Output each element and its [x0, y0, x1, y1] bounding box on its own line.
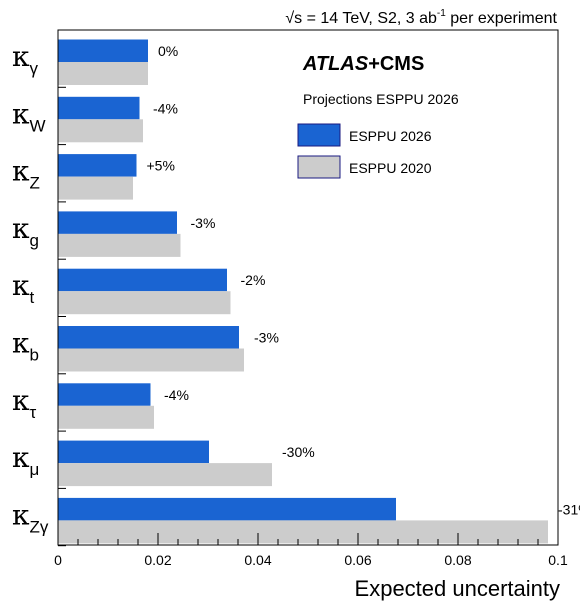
kappa-subscript: b [30, 346, 39, 365]
x-axis: 0 0.02 0.04 0.06 0.08 0.1 [54, 533, 568, 568]
kappa-symbol: κ [12, 269, 30, 302]
kappa-subscript: t [30, 288, 35, 307]
kappa-symbol: κ [12, 441, 30, 474]
bar-esppu2026 [58, 96, 140, 120]
y-tick-label: κγ [12, 40, 39, 78]
kappa-symbol: κ [12, 384, 30, 417]
bar-esppu2026 [58, 39, 148, 62]
bar-annotation: 0% [158, 43, 178, 59]
x-tick-label: 0.08 [444, 552, 471, 568]
bar-esppu2020 [58, 291, 231, 315]
y-tick-label: κt [12, 269, 35, 307]
kappa-subscript: W [30, 116, 46, 135]
legend-swatch-2026 [297, 123, 341, 147]
kappa-symbol: κ [12, 40, 30, 73]
bar-annotation: +5% [147, 158, 175, 174]
kappa-subscript: Z [30, 174, 40, 193]
kappa-symbol: κ [12, 212, 30, 245]
x-tick-label: 0.06 [344, 552, 371, 568]
y-tick-label: κW [12, 97, 46, 135]
y-tick-label: κZ [12, 155, 40, 193]
energy-header: √s = 14 TeV, S2, 3 ab-1 per experiment [285, 8, 557, 27]
energy-exponent: -1 [437, 8, 446, 19]
bar-annotation: -4% [153, 100, 178, 116]
legend-label-2020: ESPPU 2020 [349, 160, 432, 176]
energy-suffix: per experiment [446, 10, 558, 27]
bar-esppu2026 [58, 268, 227, 292]
bar-esppu2020 [58, 405, 154, 429]
bar-annotation: -3% [254, 330, 279, 346]
bars-layer [58, 39, 548, 544]
x-tick-label: 0.04 [244, 552, 271, 568]
legend-label-2026: ESPPU 2026 [349, 128, 432, 144]
bar-esppu2020 [58, 119, 143, 143]
x-axis-label: Expected uncertainty [355, 576, 560, 601]
x-tick-label: 0 [54, 552, 62, 568]
y-tick-label: κτ [12, 384, 37, 422]
bar-esppu2026 [58, 211, 177, 234]
y-tick-label: κμ [12, 441, 39, 479]
chart-title: ATLAS+CMS [302, 53, 424, 75]
title-rest: +CMS [368, 53, 424, 75]
kappa-subscript: γ [30, 59, 39, 78]
legend: ESPPU 2026 ESPPU 2020 [297, 123, 432, 179]
chart-subtitle: Projections ESPPU 2026 [303, 91, 459, 107]
kappa-subscript: Zγ [30, 517, 49, 536]
title-italic: ATLAS [302, 53, 369, 75]
bar-annotation: -4% [164, 387, 189, 403]
bar-esppu2020 [58, 520, 548, 544]
x-tick-label: 0.02 [144, 552, 171, 568]
annotations-layer: 0% -4% +5% -3% -2% -3% -4% -30% -31% [147, 43, 580, 517]
bar-esppu2020 [58, 176, 133, 200]
energy-label: √s = 14 TeV, S2, 3 ab [285, 10, 437, 27]
kappa-symbol: κ [12, 498, 30, 531]
y-tick-label: κZγ [12, 498, 49, 536]
y-tick-label: κb [12, 327, 39, 365]
bar-annotation: -30% [282, 444, 315, 460]
bar-esppu2026 [58, 383, 151, 406]
kappa-symbol: κ [12, 327, 30, 360]
bar-esppu2020 [58, 62, 148, 85]
bar-esppu2026 [58, 440, 209, 464]
bar-esppu2026 [58, 497, 396, 521]
x-tick-label: 0.1 [548, 552, 568, 568]
kappa-subscript: μ [30, 460, 40, 479]
kappa-subscript: τ [30, 403, 37, 422]
kappa-symbol: κ [12, 155, 30, 188]
legend-swatch-2020 [297, 155, 341, 179]
y-tick-label: κg [12, 212, 39, 250]
kappa-subscript: g [30, 231, 39, 250]
plot-frame [57, 29, 559, 546]
bar-esppu2026 [58, 326, 239, 349]
bar-annotation: -31% [558, 501, 580, 517]
bar-esppu2020 [58, 233, 181, 257]
bar-esppu2020 [58, 348, 244, 372]
bar-esppu2026 [58, 154, 137, 177]
bar-annotation: -3% [191, 215, 216, 231]
bar-annotation: -2% [241, 272, 266, 288]
kappa-symbol: κ [12, 97, 30, 130]
bar-esppu2020 [58, 463, 272, 487]
